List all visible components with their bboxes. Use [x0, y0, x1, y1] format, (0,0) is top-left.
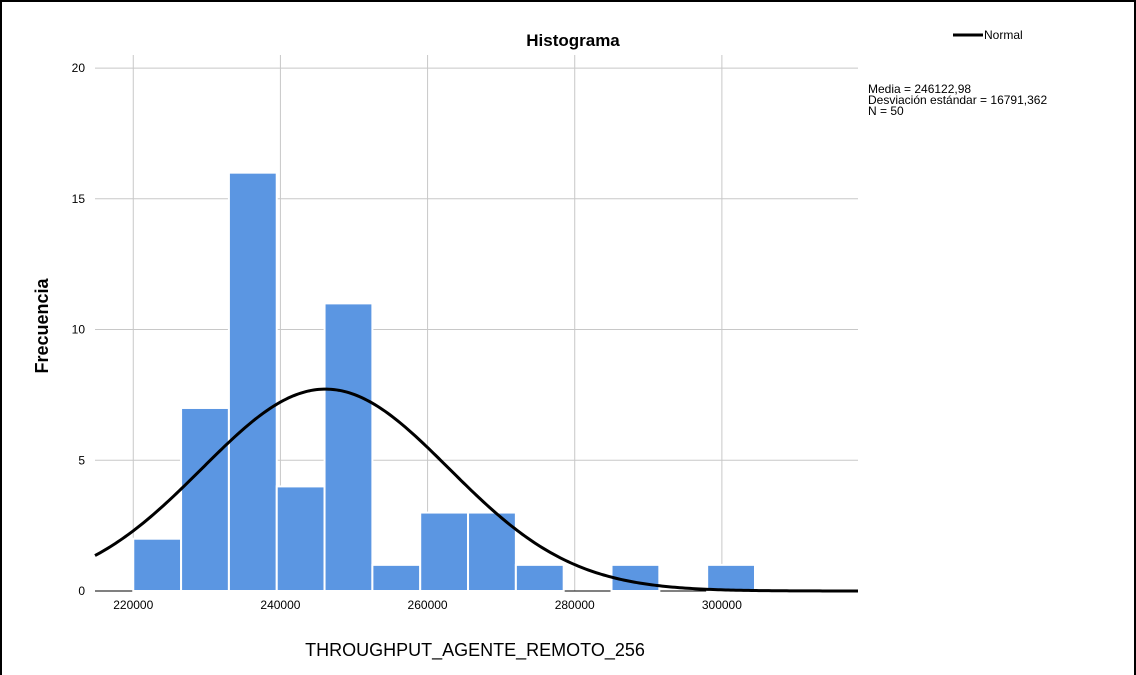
y-tick-label: 20 [72, 61, 86, 75]
y-tick-labels: 0 5 10 15 20 [72, 61, 86, 598]
x-tick-labels: 220000 240000 260000 280000 300000 [113, 598, 742, 612]
histogram-bar [419, 511, 470, 592]
x-tick-label: 280000 [555, 598, 595, 612]
y-tick-label: 5 [78, 453, 85, 467]
x-tick-label: 260000 [408, 598, 448, 612]
x-tick-label: 220000 [113, 598, 153, 612]
histogram-bar [275, 485, 326, 593]
x-tick-label: 300000 [702, 598, 742, 612]
histogram-bar [467, 511, 517, 592]
histogram-bar [514, 563, 565, 592]
stats-box: Media = 246122,98 Desviación estándar = … [868, 82, 1048, 118]
legend: Normal [953, 28, 1023, 42]
y-tick-label: 10 [72, 323, 86, 337]
chart-title: Histograma [526, 31, 620, 50]
y-axis-label: Frecuencia [32, 277, 52, 373]
y-tick-label: 15 [72, 192, 86, 206]
stats-std-dev: Desviación estándar = 16791,362 [868, 93, 1048, 107]
histogram-bar [371, 563, 422, 592]
normal-curve [94, 387, 858, 593]
x-axis-label: THROUGHPUT_AGENTE_REMOTO_256 [305, 640, 645, 661]
x-tick-label: 240000 [260, 598, 300, 612]
histogram-bar [323, 302, 374, 592]
y-tick-label: 0 [78, 584, 85, 598]
histogram-bars [132, 171, 756, 593]
stats-mean: Media = 246122,98 [868, 82, 972, 96]
legend-label: Normal [984, 28, 1023, 42]
stats-n: N = 50 [868, 104, 904, 118]
histogram-bar [227, 171, 278, 592]
histogram-bar [132, 537, 183, 593]
histogram-bar [706, 563, 756, 592]
histogram-bar [180, 406, 230, 592]
